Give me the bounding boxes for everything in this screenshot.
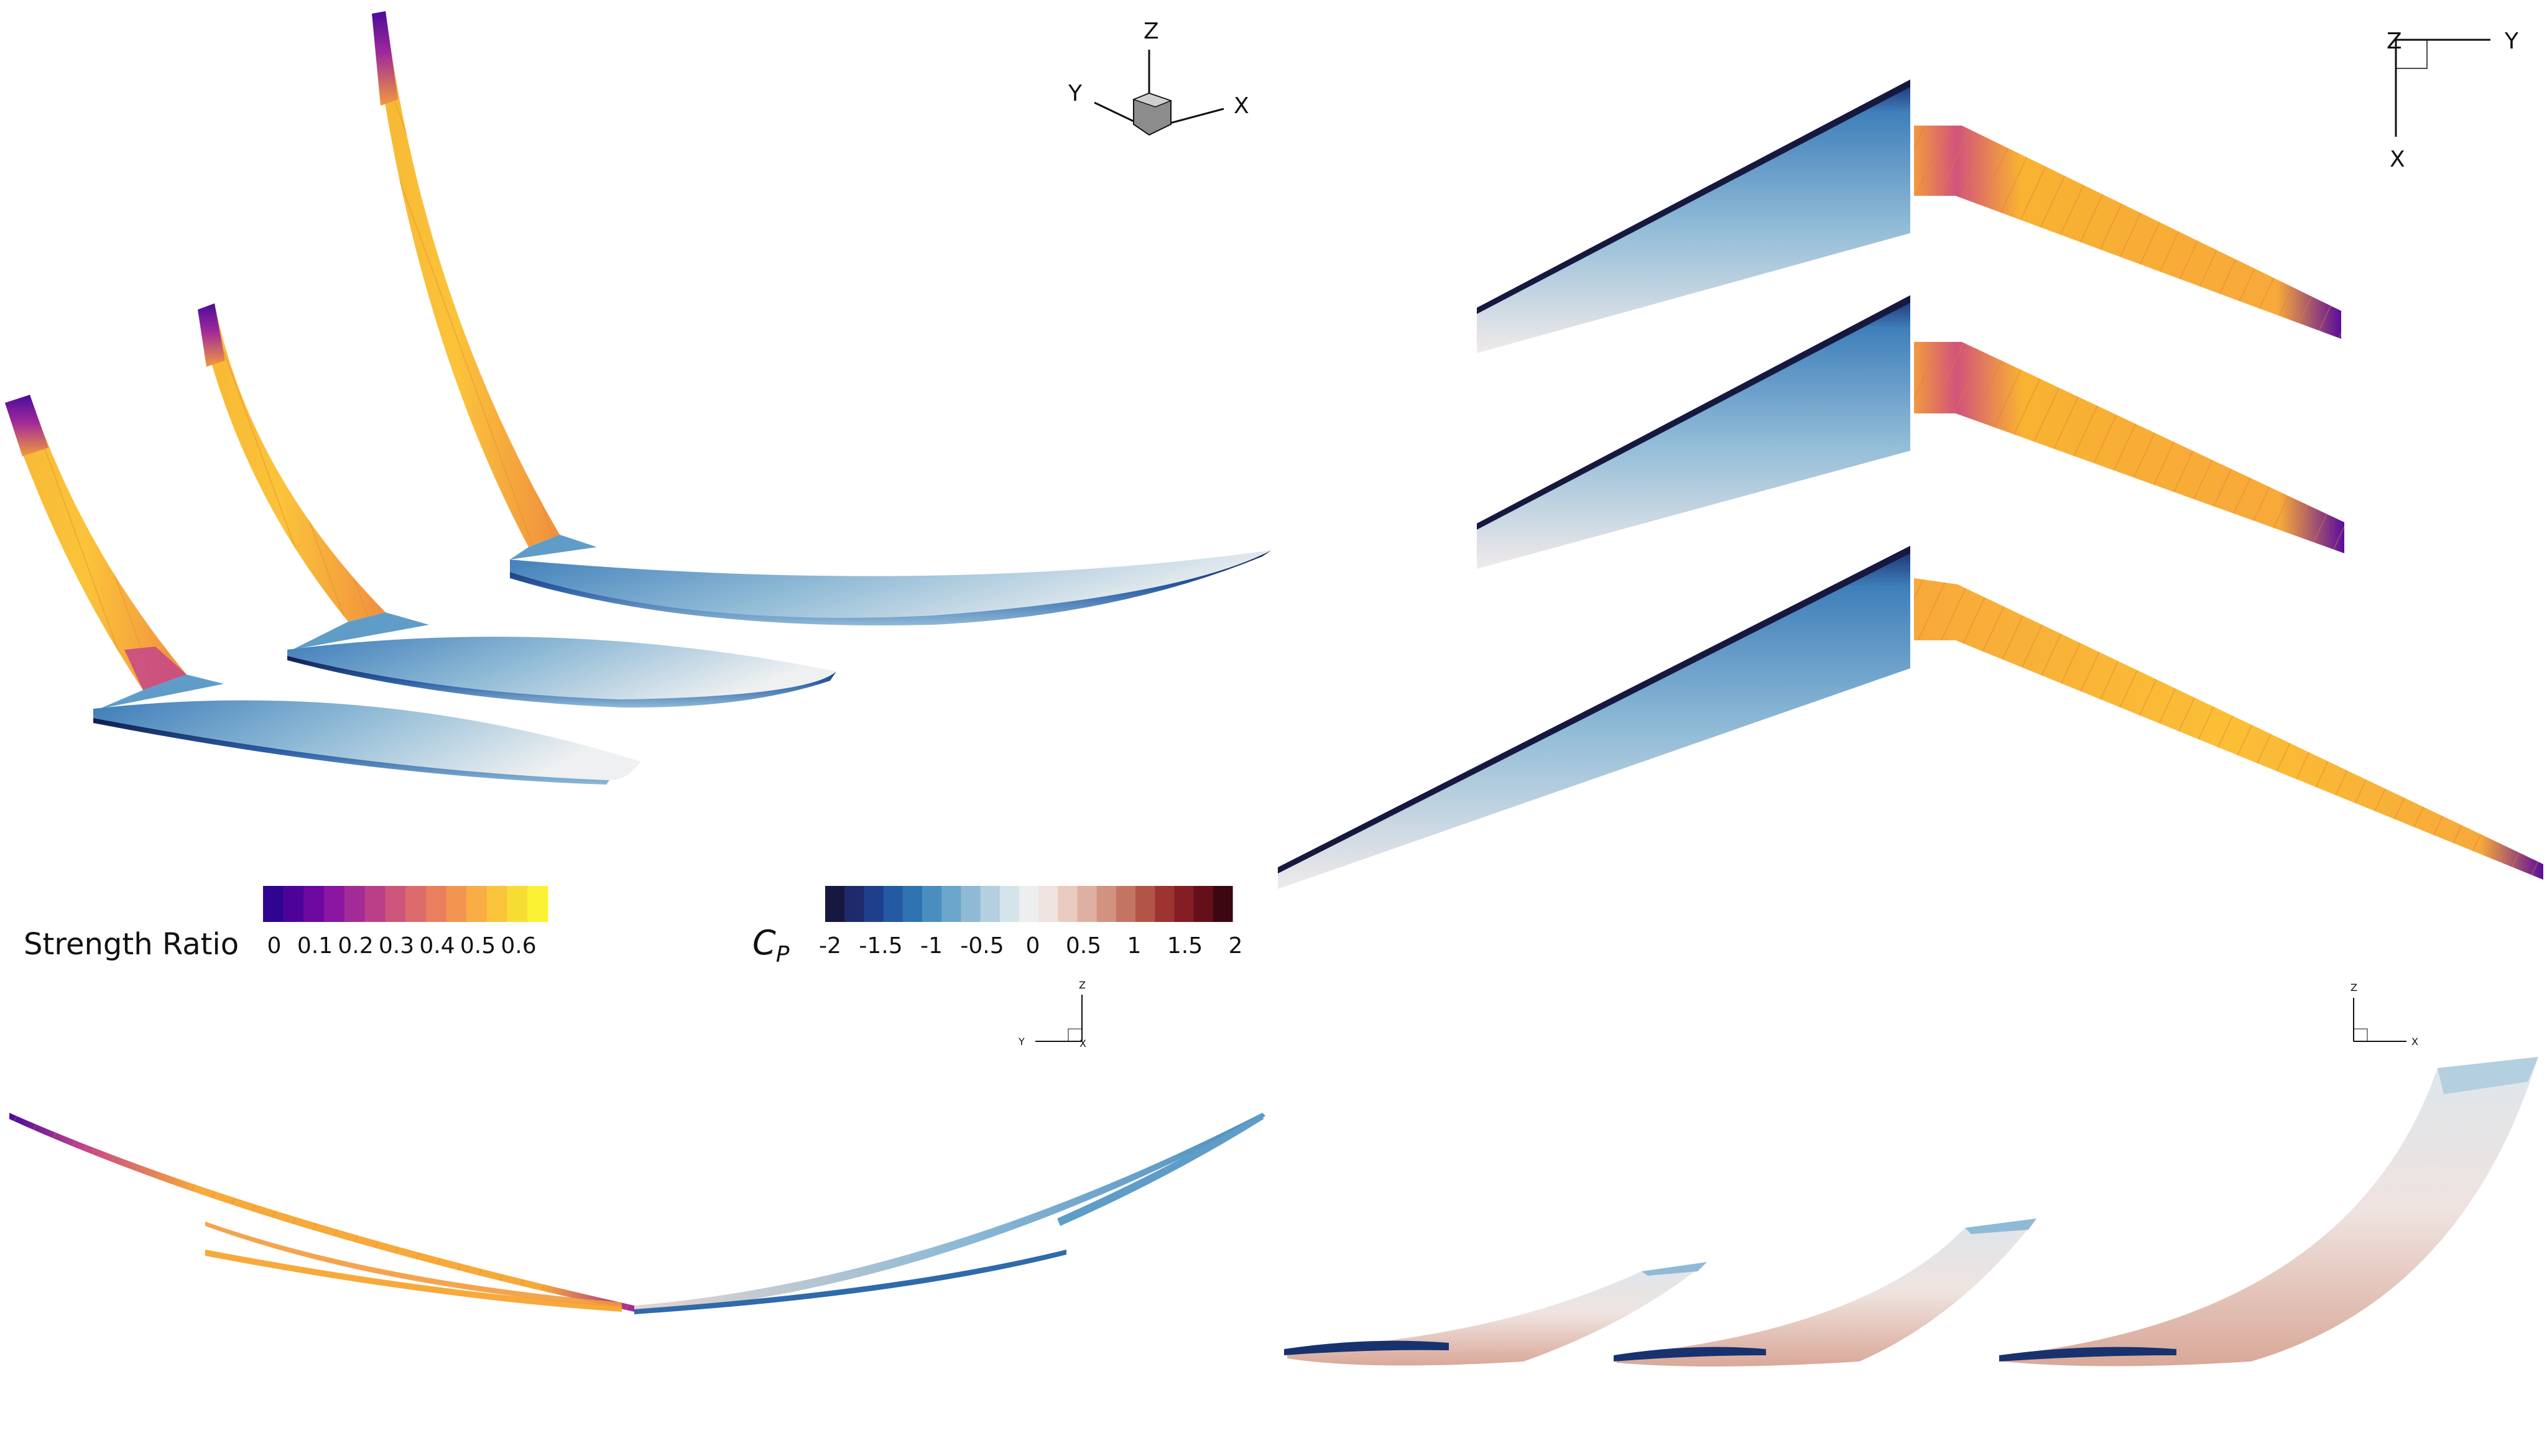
cp-colorbar-swatch [941, 886, 961, 922]
strength-ratio-label: Strength Ratio [24, 927, 239, 962]
strength-colorbar-swatch [324, 886, 345, 922]
strength-colorbar-swatch [364, 886, 386, 922]
cp-colorbar-swatch [999, 886, 1020, 922]
cp-tick-label: 2 [1229, 933, 1243, 959]
strength-colorbar-swatch [425, 886, 447, 922]
cp-colorbar-swatch [902, 886, 923, 922]
strength-colorbar-swatch [527, 886, 548, 922]
top-axis-x-label: X [2390, 147, 2405, 172]
top-axis-z-label: Z [2387, 29, 2402, 54]
strength-colorbar-swatch [385, 886, 406, 922]
strength-colorbar-swatch [486, 886, 508, 922]
strength-colorbar-swatch [283, 886, 305, 922]
strength-colorbar-swatch [507, 886, 528, 922]
side-axis-x-label: X [2411, 1036, 2418, 1048]
strength-colorbar-swatch [446, 886, 467, 922]
side-wing-3 [1999, 1057, 2538, 1366]
side-wing-2 [1614, 1219, 2036, 1367]
strength-tick-label: 0.3 [379, 933, 414, 959]
iso-wing-2 [198, 303, 836, 708]
strength-colorbar-swatch [303, 886, 325, 922]
iso-axis-z-label: Z [1144, 19, 1159, 44]
cp-tick-label: -2 [819, 933, 841, 959]
iso-axis-triad: Z Y X [1068, 19, 1249, 136]
strength-ratio-colorbar: Strength Ratio 0 0.1 0.2 0.3 0.4 0.5 0.6 [24, 886, 548, 962]
cp-colorbar-swatch [1174, 886, 1195, 922]
strength-colorbar-swatch [344, 886, 366, 922]
cp-tick-label: 1.5 [1167, 933, 1203, 959]
cp-colorbar-swatch [1077, 886, 1098, 922]
cp-colorbar-swatch [1096, 886, 1117, 922]
cp-colorbar-swatch [883, 886, 904, 922]
iso-axis-y-label: Y [1068, 81, 1083, 106]
cp-tick-label: -1.5 [859, 933, 902, 959]
cp-colorbar-swatch [1058, 886, 1078, 922]
cp-tick-label: -0.5 [960, 933, 1004, 959]
cp-colorbar-swatch [961, 886, 981, 922]
side-view: Z X [1284, 982, 2538, 1367]
cp-colorbar-swatch [1135, 886, 1155, 922]
cp-colorbar-swatch [1155, 886, 1175, 922]
front-left-axis-y-label: Y [1018, 1036, 1025, 1048]
strength-colorbar-swatch [263, 886, 284, 922]
front-left-axis-triad: Z Y X [1018, 979, 1086, 1049]
cp-colorbar-swatch [922, 886, 942, 922]
cp-tick-label: 1 [1127, 933, 1142, 959]
cp-label: CP [752, 923, 790, 967]
strength-colorbar-swatch [405, 886, 427, 922]
iso-wing-3 [372, 11, 1272, 626]
strength-tick-label: 0.2 [338, 933, 373, 959]
cp-colorbar-swatch [864, 886, 884, 922]
side-axis-triad: Z X [2351, 982, 2418, 1048]
cp-colorbar: CP -2 -1.5 -1 -0.5 0 0.5 1 1.5 2 [752, 886, 1242, 967]
cp-colorbar-swatch [844, 886, 864, 922]
top-wing-1 [1477, 80, 2341, 353]
strength-tick-label: 0.4 [419, 933, 455, 959]
front-view-left: Z Y X [9, 979, 1265, 1314]
cp-colorbar-swatch [1193, 886, 1214, 922]
cp-tick-label: 0 [1026, 933, 1040, 959]
top-wing-3 [1278, 546, 2543, 889]
front-left-axis-z-label: Z [1079, 979, 1086, 991]
cp-tick-label: -1 [920, 933, 943, 959]
strength-colorbar-swatch [466, 886, 488, 922]
cp-colorbar-swatch [1213, 886, 1233, 922]
strength-tick-label: 0 [267, 933, 282, 959]
cp-colorbar-swatch [1038, 886, 1058, 922]
cp-colorbar-swatch [1116, 886, 1136, 922]
iso-axis-x-label: X [1234, 93, 1249, 119]
top-view: Z Y X [1278, 29, 2543, 889]
iso-view: Z Y X [5, 11, 1272, 785]
cp-colorbar-swatch [825, 886, 845, 922]
strength-tick-label: 0.6 [501, 933, 536, 959]
strength-tick-label: 0.1 [297, 933, 333, 959]
cp-colorbar-swatch [1019, 886, 1039, 922]
strength-tick-label: 0.5 [460, 933, 496, 959]
top-wing-2 [1477, 295, 2344, 569]
cp-colorbar-swatch [980, 886, 1001, 922]
front-left-axis-x-label: X [1079, 1038, 1086, 1049]
top-axis-triad: Z Y X [2387, 29, 2519, 172]
side-wing-1 [1284, 1262, 1707, 1366]
side-axis-z-label: Z [2351, 982, 2357, 993]
iso-wing-1 [5, 395, 640, 785]
top-axis-y-label: Y [2504, 29, 2519, 54]
cp-tick-label: 0.5 [1066, 933, 1101, 959]
